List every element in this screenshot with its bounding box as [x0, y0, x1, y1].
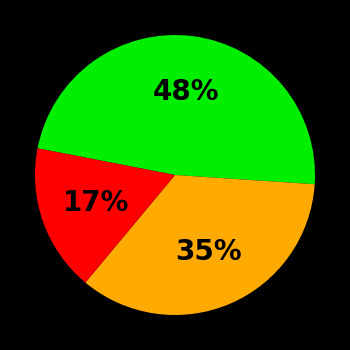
Text: 35%: 35%	[175, 238, 242, 266]
Wedge shape	[85, 175, 315, 315]
Wedge shape	[35, 148, 175, 282]
Text: 17%: 17%	[63, 189, 129, 217]
Wedge shape	[37, 35, 315, 184]
Text: 48%: 48%	[153, 78, 219, 106]
